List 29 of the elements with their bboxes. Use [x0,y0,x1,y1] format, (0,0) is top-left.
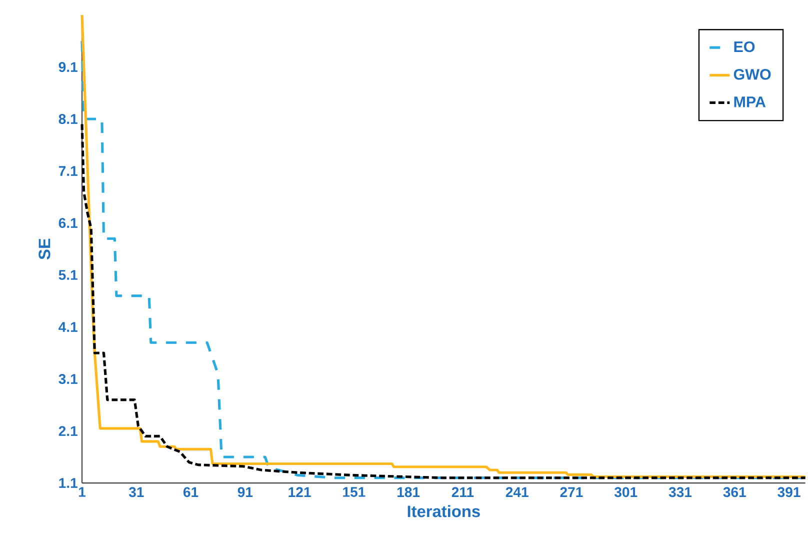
x-tick-label: 121 [288,487,311,497]
x-tick-label: 151 [343,487,366,497]
x-tick-label: 391 [778,487,800,498]
y-tick-label: 6.1 [58,218,78,228]
y-tick-label: 8.1 [58,114,78,124]
x-tick-label: 301 [614,487,638,498]
y-tick-label: 9.1 [58,62,78,72]
y-tick-label: 1.1 [59,478,78,488]
y-tick-label: 4.1 [58,322,78,332]
legend-label: EO [734,41,755,52]
y-tick-label: 7.1 [58,166,78,176]
x-tick-label: 1 [78,487,86,497]
x-axis-title: Iterations [408,505,480,518]
x-tick-label: 91 [238,487,253,498]
x-tick-label: 181 [397,487,420,498]
x-tick-label: 331 [668,487,692,498]
x-tick-label: 271 [560,487,583,497]
x-tick-label: 241 [506,487,528,497]
x-tick-label: 31 [128,487,144,498]
legend-label: MPA [734,96,766,108]
x-tick-label: 61 [183,487,198,498]
y-axis-title: SE [38,238,50,260]
y-tick-label: 3.1 [58,374,78,384]
line-series [80,122,807,480]
y-tick-label: 5.1 [58,270,78,280]
y-tick-label: 2.1 [58,426,78,436]
x-tick-label: 211 [452,487,474,497]
legend-label: GWO [734,68,771,80]
x-tick-label: 361 [723,487,746,498]
